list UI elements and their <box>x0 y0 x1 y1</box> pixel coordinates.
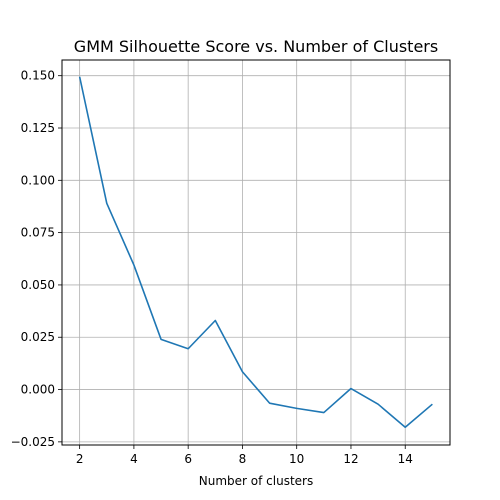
y-tick-label: 0.025 <box>21 330 55 344</box>
x-tick-label: 14 <box>398 452 413 466</box>
y-tick-label: 0.100 <box>21 173 55 187</box>
chart-title: GMM Silhouette Score vs. Number of Clust… <box>74 37 438 56</box>
series-line <box>78 76 433 429</box>
y-tick-label: 0.000 <box>21 383 55 397</box>
series-layer <box>78 76 433 429</box>
y-tick-label: 0.050 <box>21 278 55 292</box>
y-tick-label: 0.125 <box>21 121 55 135</box>
x-tick-label: 6 <box>184 452 192 466</box>
x-tick-label: 2 <box>76 452 84 466</box>
y-axis: −0.025 0.000 0.025 0.050 0.075 0.100 0.125 0.15… <box>11 69 62 449</box>
y-tick-label: −0.025 <box>11 435 55 449</box>
x-tick-label: 8 <box>239 452 247 466</box>
y-tick-label: 0.150 <box>21 69 55 83</box>
x-tick-label: 12 <box>343 452 358 466</box>
x-axis-label: Number of clusters <box>199 474 313 488</box>
x-tick-label: 4 <box>130 452 138 466</box>
grid-lines <box>62 60 450 445</box>
y-tick-label: 0.075 <box>21 226 55 240</box>
x-axis: 2 4 6 8 10 12 14 <box>76 445 413 466</box>
plot-frame <box>61 59 451 446</box>
x-tick-label: 10 <box>289 452 304 466</box>
